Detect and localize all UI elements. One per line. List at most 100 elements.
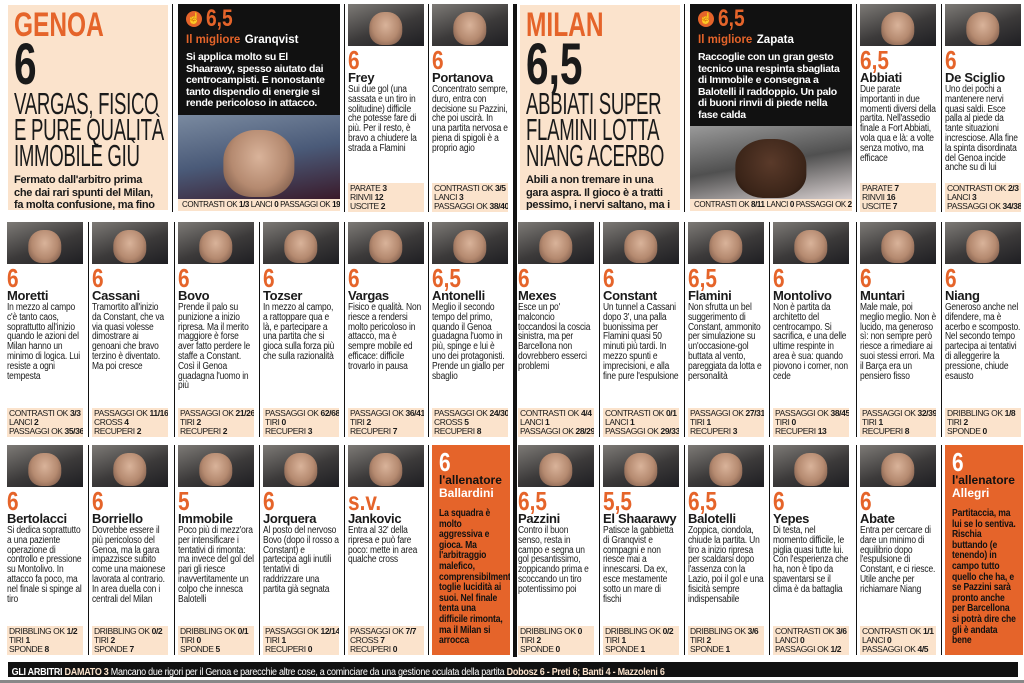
player-stats: Passaggi ok 24/30 Cross 5 Recuperi 8 xyxy=(432,408,508,437)
stat-label: Recuperi xyxy=(434,426,475,436)
stat: Uscite 7 xyxy=(862,202,934,211)
player-name: De Sciglio xyxy=(945,70,1005,85)
stat: Cross 7 xyxy=(350,636,422,645)
stat-label: Passaggi ok xyxy=(265,626,319,636)
column-divider xyxy=(513,4,517,657)
player-comment-area: In mezzo al campo c'è tanto caos, soprat… xyxy=(7,302,83,406)
referee-comment: Mancano due rigori per il Genoa e parecc… xyxy=(110,667,505,677)
thumbs-up-icon: ☝ xyxy=(698,11,714,27)
player-card: 6,5 Antonelli Meglio il secondo tempo del … xyxy=(432,222,508,437)
stat: Dribbling ok 0/1 xyxy=(180,627,252,636)
team-headline: ABBIATI SUPER FLAMINI LOTTA NIANG ACERBO xyxy=(526,88,674,171)
stat: LANCI 0 xyxy=(251,200,280,209)
stat: Recuperi 8 xyxy=(862,427,934,436)
player-photo xyxy=(7,222,83,264)
stat-label: Dribbling ok xyxy=(94,626,150,636)
stat-label: Parate xyxy=(862,183,893,193)
player-comment-area: Entra per cercare di dare un minimo di e… xyxy=(860,525,936,624)
team-grade: 6,5 xyxy=(526,32,583,97)
stat-label: Passaggi ok xyxy=(9,426,63,436)
player-photo xyxy=(348,445,424,487)
stat: Tiri 1 xyxy=(690,418,762,427)
stat: PASSAGGI OK 19/23 xyxy=(280,200,340,209)
stat-value: 0 xyxy=(392,644,398,654)
coach-name: Ballardini xyxy=(439,486,494,500)
player-stats: Dribbling ok 0/1 Tiri 0 Sponde 5 xyxy=(178,626,254,655)
stat-label: PASSAGGI OK xyxy=(280,200,331,209)
player-stats: Passaggi ok 38/45 Tiri 0 Recuperi 13 xyxy=(773,408,849,437)
stat-value: 32/39 xyxy=(917,408,936,418)
stat-value: 0 xyxy=(577,626,583,636)
stat: Dribbling ok 1/8 xyxy=(947,409,1019,418)
stat: PASSAGGI OK 29/34 xyxy=(796,200,852,209)
player-comment-area: Un tunnel a Cassani dopo 3', una palla b… xyxy=(603,302,679,406)
player-stats: Contrasti ok 2/3 Lanci 3 Passaggi ok 34/38 xyxy=(945,183,1021,212)
player-name: Montolivo xyxy=(773,288,832,303)
player-comment: Al posto del nervoso Bovo (dopo il rosso… xyxy=(263,525,339,595)
column-divider xyxy=(174,445,175,655)
player-stats: Dribbling ok 1/2 Tiri 1 Sponde 8 xyxy=(7,626,83,655)
stat: Sponde 0 xyxy=(947,427,1019,436)
stat-value: 7 xyxy=(392,426,398,436)
stat: Lanci 3 xyxy=(947,193,1019,202)
player-grade: 6 xyxy=(432,45,444,75)
player-grade: 6 xyxy=(860,263,872,293)
player-grade: 6 xyxy=(92,486,104,516)
stat-value: 1 xyxy=(706,417,711,427)
stat: Rinvii 12 xyxy=(350,193,422,202)
stat-value: 0 xyxy=(555,644,560,654)
stat-label: Sponde xyxy=(605,644,639,654)
stat-label: Sponde xyxy=(947,426,981,436)
stat: Passaggi ok 34/38 xyxy=(947,201,1021,211)
stat-label: Dribbling ok xyxy=(690,626,746,636)
stat-value: 2 xyxy=(963,417,968,427)
player-name: Bovo xyxy=(178,288,210,303)
stat: Passaggi ok 32/39 xyxy=(862,408,936,418)
stat: Tiri 2 xyxy=(350,418,422,427)
column-divider xyxy=(684,4,685,212)
stat-label: Recuperi xyxy=(94,426,135,436)
player-stats: Passaggi ok 36/41 Tiri 2 Recuperi 7 xyxy=(348,408,424,437)
stat-label: Passaggi ok xyxy=(862,644,916,654)
player-card: 6 Moretti In mezzo al campo c'è tanto caos… xyxy=(7,222,83,437)
player-card: 6 Frey Sui due gol (una sassata e un tiro … xyxy=(348,4,424,212)
stat: Tiri 1 xyxy=(605,636,677,645)
stat: CONTRASTI OK 8/11 xyxy=(694,200,766,209)
stat-label: Dribbling ok xyxy=(180,626,236,636)
player-stats: Passaggi ok 27/31 Tiri 1 Recuperi 3 xyxy=(688,408,764,437)
player-grade: 6,5 xyxy=(432,263,461,293)
stat-value: 0 xyxy=(800,635,805,645)
stat-value: 8 xyxy=(476,426,482,436)
best-name: Granqvist xyxy=(244,34,299,46)
best-stats: CONTRASTI OK 8/11 LANCI 0 PASSAGGI OK 29… xyxy=(690,199,852,211)
player-comment-area: Non è partita da architetto del centroca… xyxy=(773,302,849,406)
column-divider xyxy=(344,222,345,437)
player-photo xyxy=(688,222,764,264)
stat: Tiri 0 xyxy=(180,636,252,645)
column-divider xyxy=(941,4,942,212)
player-card: 6,5 Pazzini Contro il buon senso, resta in… xyxy=(518,445,594,655)
stat-value: 21/26 xyxy=(235,408,254,418)
stat: Lanci 1 xyxy=(520,418,592,427)
stat-value: 3 xyxy=(972,192,977,202)
stat-value: 0/1 xyxy=(237,626,249,636)
player-photo xyxy=(860,222,936,264)
player-card: 6 Vargas Fisico e qualità. Non riesce a re… xyxy=(348,222,424,437)
player-name: Frey xyxy=(348,70,375,85)
stat: Passaggi ok 35/36 xyxy=(9,426,83,436)
player-name: Borriello xyxy=(92,511,143,526)
player-comment: Fisico e qualità. Non riesce a rendersi … xyxy=(348,302,422,372)
stat: Parate 7 xyxy=(862,184,934,193)
stat-label: Cross xyxy=(94,417,123,427)
best-stats: CONTRASTI OK 1/3 LANCI 0 PASSAGGI OK 19/… xyxy=(178,199,340,211)
stat: Contrasti ok 0/1 xyxy=(605,409,677,418)
stat-label: Uscite xyxy=(350,201,379,211)
coach-text: La squadra è molto aggressiva e gioca. M… xyxy=(439,507,510,647)
player-photo xyxy=(178,222,254,264)
column-divider xyxy=(259,222,260,437)
stat-value: 0 xyxy=(281,417,286,427)
stat: Sponde 1 xyxy=(690,645,762,654)
stat-label: Tiri xyxy=(94,635,109,645)
stat-label: Passaggi ok xyxy=(947,201,1001,211)
stat: Passaggi ok 1/2 xyxy=(775,645,847,654)
